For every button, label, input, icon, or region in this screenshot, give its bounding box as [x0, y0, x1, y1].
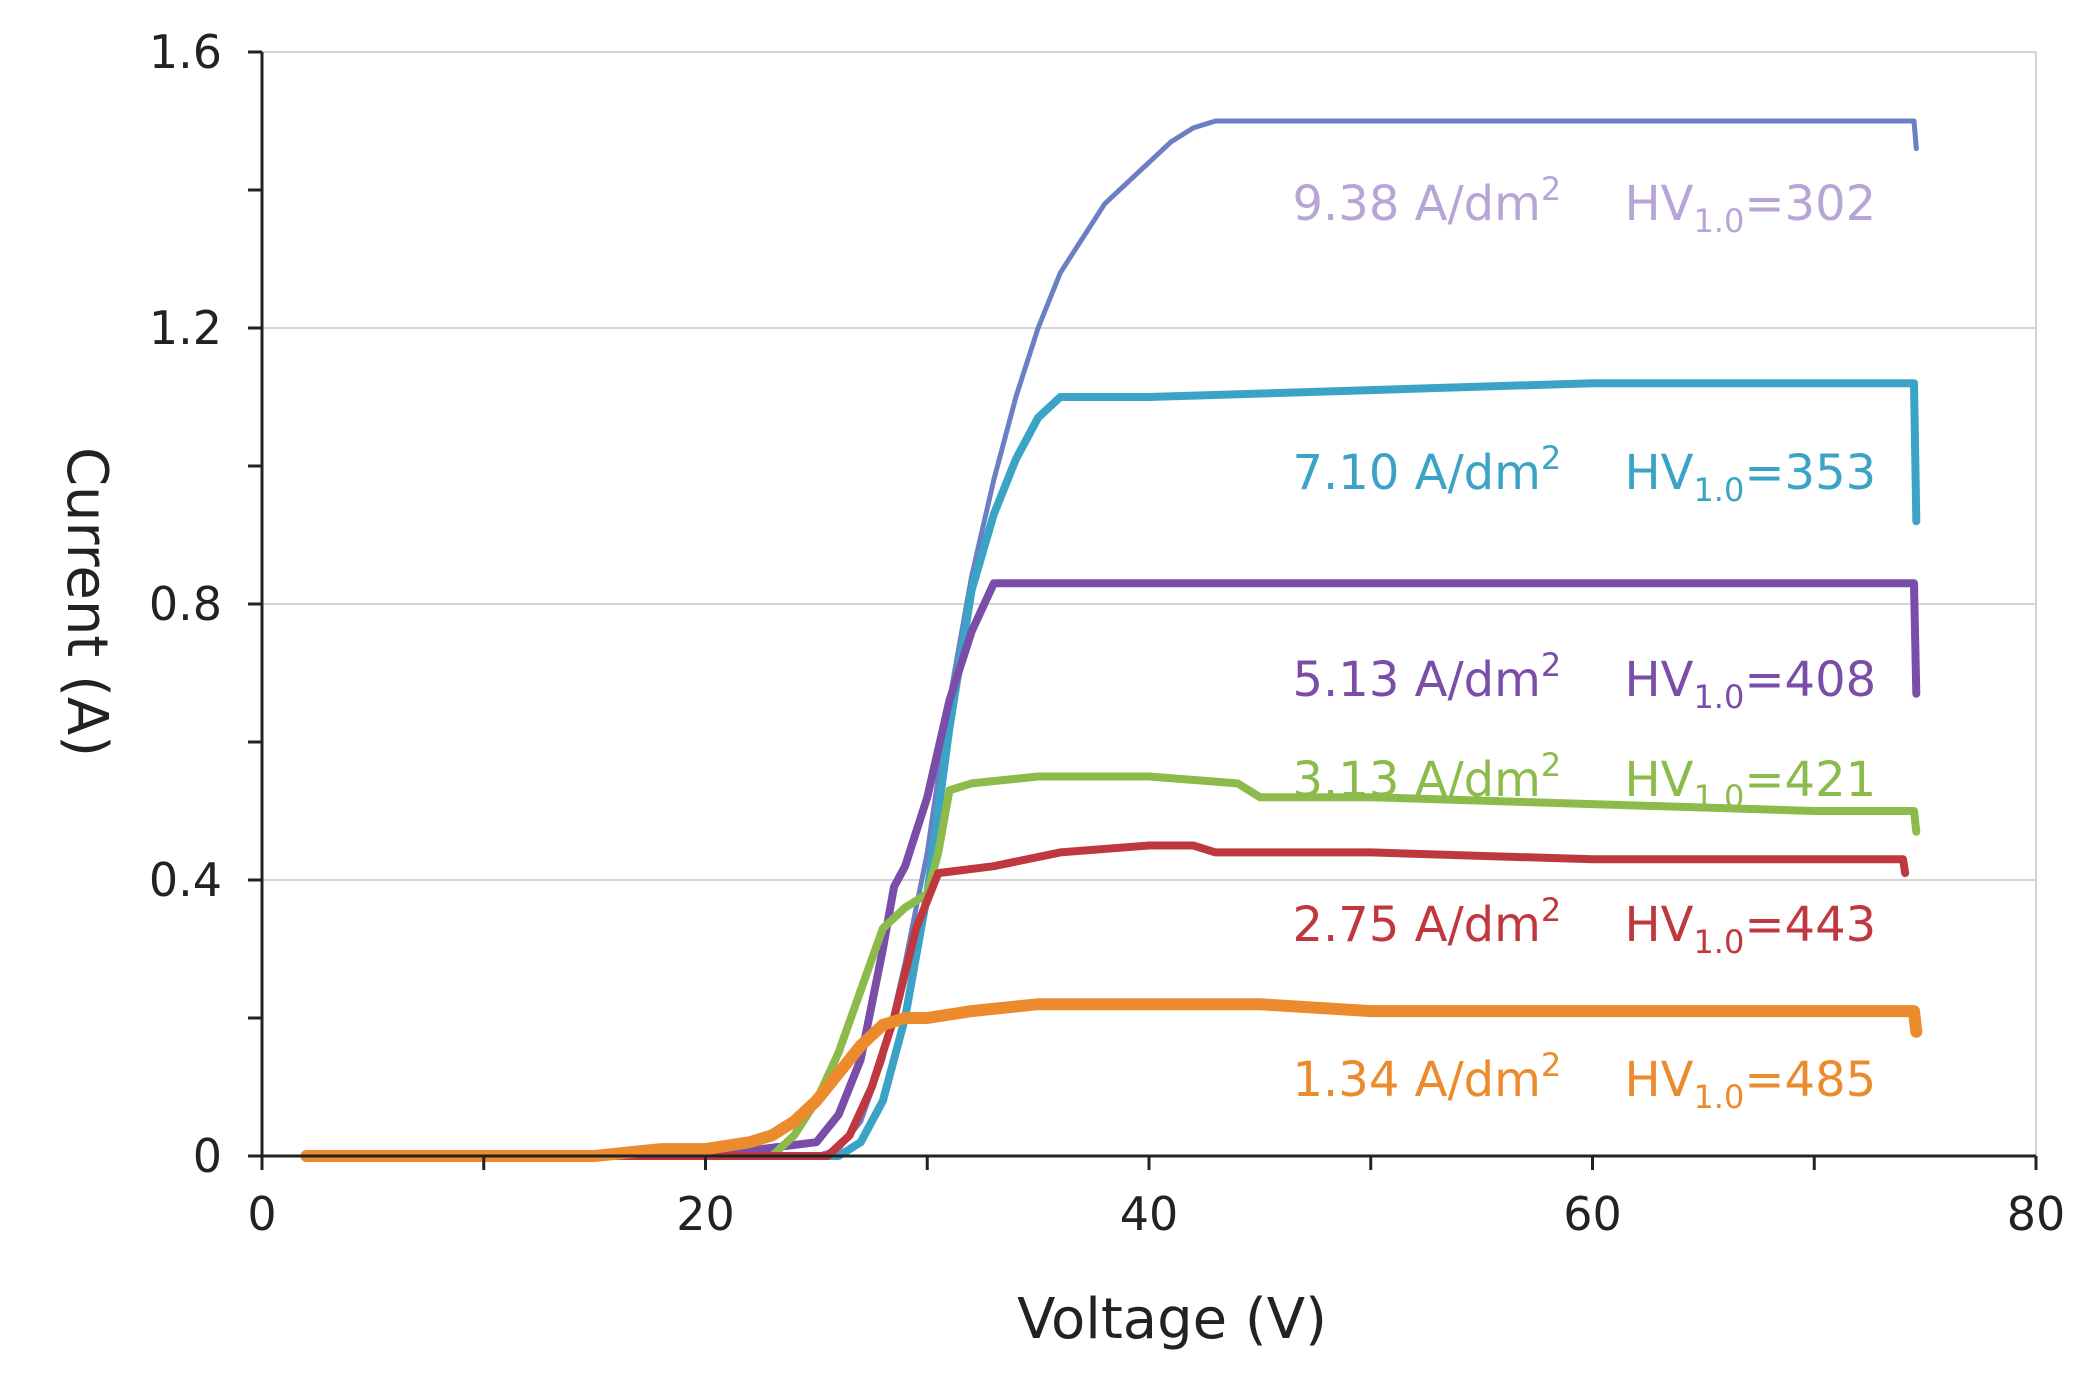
- x-tick-label: 80: [2007, 1187, 2066, 1241]
- annotation-current-density: 1.34 A/dm2: [1293, 1046, 1562, 1108]
- annotation-current-density: 9.38 A/dm2: [1293, 170, 1562, 232]
- series-line-3: [302, 579, 1921, 1160]
- annotation-current-density: 5.13 A/dm2: [1293, 646, 1562, 708]
- annotations: 9.38 A/dm2 HV1.0=302 7.10 A/dm2 HV1.0=353 5.…: [1293, 170, 1877, 1116]
- series-line-6: [300, 998, 1923, 1162]
- annotation-hardness: HV1.0=353: [1625, 445, 1877, 509]
- y-tick-label: 1.6: [149, 25, 222, 79]
- y-tick-label: 0.8: [149, 577, 222, 631]
- y-tick-label: 0: [193, 1129, 222, 1183]
- annotation-hardness: HV1.0=485: [1625, 1052, 1877, 1116]
- annotation-current-density: 3.13 A/dm2: [1293, 746, 1562, 808]
- x-tick-label: 60: [1563, 1187, 1622, 1241]
- grid-lines: [262, 51, 2037, 1156]
- annotation-current-density: 2.75 A/dm2: [1293, 891, 1562, 953]
- axes: [248, 50, 2038, 1170]
- series-line-4: [302, 772, 1921, 1160]
- series-lines: [300, 118, 1923, 1162]
- annotation-hardness: HV1.0=302: [1625, 176, 1877, 240]
- annotation-hardness: HV1.0=421: [1625, 752, 1877, 816]
- x-tick-label: 40: [1120, 1187, 1179, 1241]
- tick-labels: 0 0.4 0.8 1.2 1.6 0 20 40 60 80: [149, 25, 2065, 1241]
- series-line-2: [302, 379, 1921, 1160]
- y-tick-label: 0.4: [149, 853, 222, 907]
- annotation-hardness: HV1.0=408: [1625, 652, 1877, 716]
- x-tick-label: 20: [676, 1187, 735, 1241]
- y-axis-title: Current (A): [54, 447, 119, 757]
- annotation-current-density: 7.10 A/dm2: [1293, 439, 1562, 501]
- annotation-hardness: HV1.0=443: [1625, 897, 1877, 961]
- x-tick-label: 0: [247, 1187, 276, 1241]
- y-tick-label: 1.2: [149, 301, 222, 355]
- x-axis-title: Voltage (V): [1017, 1287, 1327, 1352]
